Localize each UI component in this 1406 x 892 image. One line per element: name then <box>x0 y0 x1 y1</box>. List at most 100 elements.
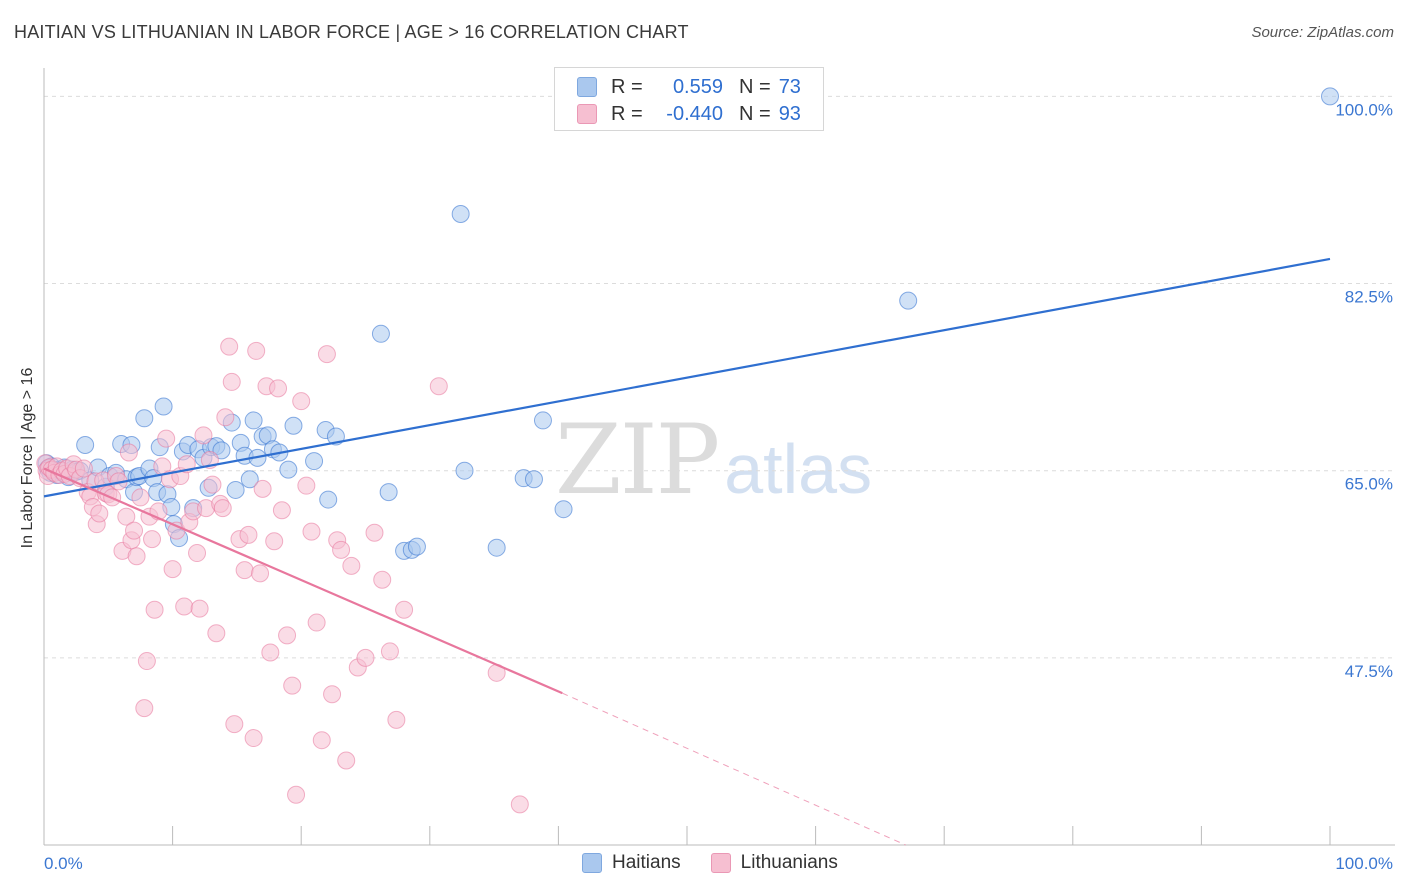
lithuanian-point <box>429 377 448 396</box>
haitian-point <box>76 436 95 455</box>
lithuanian-point <box>127 547 146 566</box>
lithuanian-point <box>269 379 288 398</box>
lithuanian-point <box>247 341 266 360</box>
lithuanian-point <box>117 507 136 526</box>
y-tick-label: 100.0% <box>1335 100 1393 119</box>
watermark-atlas: atlas <box>724 430 873 508</box>
lithuanian-point <box>323 685 342 704</box>
haitian-point <box>226 480 245 499</box>
haitian-point <box>1321 87 1339 106</box>
haitian-point <box>407 537 426 556</box>
lithuanian-point <box>135 699 154 718</box>
lithuanian-point <box>163 560 182 579</box>
lithuanian-point <box>157 429 176 448</box>
lithuanian-point <box>220 337 239 356</box>
chart-title: HAITIAN VS LITHUANIAN IN LABOR FORCE | A… <box>14 22 689 42</box>
haitian-point <box>533 411 552 430</box>
y-tick-label: 65.0% <box>1345 475 1393 494</box>
legend-r-label: R = <box>611 75 643 98</box>
haitian-point <box>524 470 543 489</box>
lithuanian-point <box>265 532 284 551</box>
legend-n-value: 93 <box>778 102 801 125</box>
legend-n-value: 73 <box>778 75 801 98</box>
lithuanian-point <box>90 504 109 523</box>
x-tick-label: 100.0% <box>1335 854 1393 873</box>
lithuanian-point <box>283 676 302 695</box>
lithuanian-point <box>373 570 392 589</box>
lithuanian-point <box>125 521 144 540</box>
lithuanian-point <box>137 652 156 671</box>
lithuanian-point <box>251 564 270 583</box>
haitian-point <box>379 483 398 502</box>
lithuanian-point <box>510 795 529 814</box>
lithuanian-point <box>145 600 164 619</box>
watermark-zip: ZIP <box>555 404 720 516</box>
legend-row-haitians: R = 0.559 N = 73 <box>577 74 801 100</box>
lithuanian-point <box>235 561 254 580</box>
lithuanian-point <box>302 522 321 541</box>
lithuanian-point <box>307 613 326 632</box>
lithuanian-point <box>261 643 280 662</box>
lithuanian-point <box>380 642 399 661</box>
lithuanian-point <box>312 731 331 750</box>
x-tick-label: 0.0% <box>44 854 83 873</box>
lithuanian-point <box>387 710 406 729</box>
legend-r-value: -0.440 <box>666 102 723 125</box>
haitian-point <box>279 460 298 479</box>
haitian-point <box>135 409 154 428</box>
haitian-point <box>371 324 390 343</box>
haitian-point <box>240 470 259 489</box>
lithuanian-point <box>203 475 222 494</box>
haitian-point <box>899 291 918 310</box>
lithuanian-point <box>365 523 384 542</box>
lithuanian-point <box>342 556 361 575</box>
legend-row-lithuanians: R = -0.440 N = 93 <box>577 101 801 127</box>
lithuanian-point <box>239 525 258 544</box>
lithuanian-trend-line <box>43 467 563 695</box>
lithuanian-point <box>225 715 244 734</box>
correlation-legend: R = 0.559 N = 73 R = -0.440 N = 93 <box>554 67 824 131</box>
lithuanian-point <box>272 501 291 520</box>
y-tick-label: 82.5% <box>1345 288 1393 307</box>
lithuanian-point <box>131 488 150 507</box>
legend-item-haitians[interactable]: Haitians <box>582 852 681 874</box>
lithuanian-point <box>216 408 235 427</box>
lithuanian-point <box>244 729 263 748</box>
lithuanian-point <box>207 624 226 643</box>
haitian-point <box>451 205 470 224</box>
legend-swatch-haitians <box>577 77 597 97</box>
haitian-trend-line <box>43 257 1331 498</box>
legend-r-label: R = <box>611 102 643 125</box>
haitian-point <box>154 397 173 416</box>
haitian-point <box>554 500 573 519</box>
lithuanian-point <box>356 648 375 667</box>
lithuanian-point <box>253 479 272 498</box>
lithuanian-trend-line-extension <box>562 692 906 846</box>
series-legend: Haitians Lithuanians <box>582 852 868 874</box>
lithuanian-point <box>190 599 209 618</box>
lithuanian-point <box>278 626 297 645</box>
legend-label-lithuanians: Lithuanians <box>740 852 838 873</box>
lithuanian-point <box>213 499 232 518</box>
legend-swatch-lithuanians <box>577 104 597 124</box>
legend-swatch-haitians <box>582 853 602 873</box>
haitian-point <box>487 538 506 557</box>
lithuanian-point <box>143 530 162 549</box>
lithuanian-point <box>119 443 138 462</box>
lithuanian-point <box>175 597 194 616</box>
legend-n-label: N = <box>739 102 771 125</box>
source-credit: Source: ZipAtlas.com <box>1251 24 1394 41</box>
lithuanian-point <box>395 600 414 619</box>
legend-item-lithuanians[interactable]: Lithuanians <box>710 852 838 874</box>
lithuanian-point <box>188 544 207 563</box>
lithuanian-point <box>317 345 336 364</box>
haitian-point <box>305 452 324 471</box>
haitian-point <box>455 461 474 480</box>
watermark: ZIPatlas <box>555 404 872 516</box>
legend-label-haitians: Haitians <box>612 852 681 873</box>
legend-r-value: 0.559 <box>672 75 723 98</box>
y-tick-label: 47.5% <box>1345 662 1393 681</box>
lithuanian-point <box>337 751 356 770</box>
legend-swatch-lithuanians <box>710 853 731 873</box>
